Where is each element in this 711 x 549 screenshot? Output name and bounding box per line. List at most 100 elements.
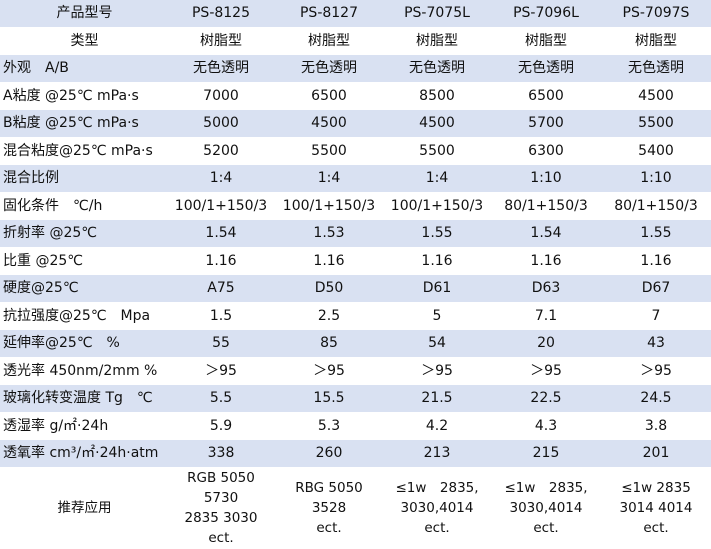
table-cell: 无色透明 — [601, 54, 711, 83]
table-cell: 4500 — [275, 109, 383, 138]
table-cell: 22.5 — [491, 384, 601, 413]
table-cell: 1:10 — [491, 164, 601, 193]
table-cell: 无色透明 — [491, 54, 601, 83]
table-cell: 8500 — [383, 82, 491, 110]
table-cell: 5.5 — [167, 384, 275, 413]
table-row: B粘度 @25℃ mPa·s 5000 4500 4500 5700 5500 — [0, 109, 711, 138]
row-label: A粘度 @25℃ mPa·s — [0, 82, 167, 110]
table-cell: PS-7096L — [491, 0, 601, 28]
table-cell: 1:4 — [383, 164, 491, 193]
table-cell: 43 — [601, 329, 711, 358]
table-cell: 213 — [383, 439, 491, 468]
table-cell: 24.5 — [601, 384, 711, 413]
table-row: 透光率 450nm/2mm % ＞95 ＞95 ＞95 ＞95 ＞95 — [0, 357, 711, 385]
table-cell: ＞95 — [275, 357, 383, 385]
application-line: 2835 3030 — [184, 509, 258, 526]
table-cell: 2.5 — [275, 302, 383, 330]
row-label: 硬度@25℃ — [0, 274, 167, 303]
row-label: 抗拉强度@25℃ Mpa — [0, 302, 167, 330]
table-cell: 5500 — [275, 137, 383, 165]
table-cell: 20 — [491, 329, 601, 358]
application-line: ect. — [424, 519, 450, 536]
table-cell: 树脂型 — [275, 27, 383, 55]
table-cell: 80/1+150/3 — [491, 192, 601, 220]
table-cell: 5700 — [491, 109, 601, 138]
row-label: 外观 A/B — [0, 54, 167, 83]
application-line: RBG 5050 — [295, 479, 363, 496]
table-cell: 100/1+150/3 — [383, 192, 491, 220]
table-cell: 338 — [167, 439, 275, 468]
table-row: 混合比例 1:4 1:4 1:4 1:10 1:10 — [0, 164, 711, 193]
table-row: 外观 A/B 无色透明 无色透明 无色透明 无色透明 无色透明 — [0, 54, 711, 83]
table-cell: 无色透明 — [383, 54, 491, 83]
row-label: 产品型号 — [0, 0, 167, 28]
table-cell: 5.9 — [167, 412, 275, 440]
table-cell: 215 — [491, 439, 601, 468]
application-cell: ≤1w 2835, 3030,4014 ect. — [383, 467, 491, 549]
row-label: B粘度 @25℃ mPa·s — [0, 109, 167, 138]
table-cell: PS-8125 — [167, 0, 275, 28]
table-cell: 树脂型 — [383, 27, 491, 55]
application-line: 3030,4014 — [400, 499, 474, 516]
table-cell: 1.55 — [383, 219, 491, 248]
application-line: ect. — [316, 519, 342, 536]
application-cell: ≤1w 2835, 3030,4014 ect. — [491, 467, 601, 549]
table-cell: 1.54 — [167, 219, 275, 248]
table-cell: 6500 — [491, 82, 601, 110]
table-row: 玻璃化转变温度 Tg ℃ 5.5 15.5 21.5 22.5 24.5 — [0, 384, 711, 413]
table-row: 折射率 @25℃ 1.54 1.53 1.55 1.54 1.55 — [0, 219, 711, 248]
application-line: ≤1w 2835, — [504, 479, 588, 496]
application-line: 5730 — [203, 489, 239, 506]
table-cell: 85 — [275, 329, 383, 358]
application-line: ≤1w 2835, — [395, 479, 479, 496]
table-cell: 201 — [601, 439, 711, 468]
table-row: 混合粘度@25℃ mPa·s 5200 5500 5500 6300 5400 — [0, 137, 711, 165]
table-cell: PS-7075L — [383, 0, 491, 28]
application-line: 3030,4014 — [509, 499, 583, 516]
table-cell: 1.16 — [383, 247, 491, 275]
table-row: 固化条件 ℃/h 100/1+150/3 100/1+150/3 100/1+150/… — [0, 192, 711, 220]
table-cell: D67 — [601, 274, 711, 303]
table-cell: 7.1 — [491, 302, 601, 330]
table-cell: 1:4 — [275, 164, 383, 193]
table-cell: 6500 — [275, 82, 383, 110]
table-cell: PS-8127 — [275, 0, 383, 28]
application-line: 3014 4014 — [619, 499, 693, 516]
table-cell: 100/1+150/3 — [275, 192, 383, 220]
table-cell: A75 — [167, 274, 275, 303]
table-row: 比重 @25℃ 1.16 1.16 1.16 1.16 1.16 — [0, 247, 711, 275]
table-cell: 1:10 — [601, 164, 711, 193]
table-row: A粘度 @25℃ mPa·s 7000 6500 8500 6500 4500 — [0, 82, 711, 110]
table-cell: 260 — [275, 439, 383, 468]
row-label: 透氧率 cm³/㎡·24h·atm — [0, 439, 167, 468]
application-cell: ≤1w 2835 3014 4014 ect. — [601, 467, 711, 549]
table-row: 抗拉强度@25℃ Mpa 1.5 2.5 5 7.1 7 — [0, 302, 711, 330]
table-cell: 1.54 — [491, 219, 601, 248]
table-cell: 5500 — [601, 109, 711, 138]
table-cell: ＞95 — [491, 357, 601, 385]
table-cell: 1.16 — [275, 247, 383, 275]
table-cell: 1.53 — [275, 219, 383, 248]
table-cell: D63 — [491, 274, 601, 303]
table-cell: 1.16 — [491, 247, 601, 275]
table-cell: 树脂型 — [167, 27, 275, 55]
table-cell: 树脂型 — [601, 27, 711, 55]
table-cell: 无色透明 — [275, 54, 383, 83]
row-label: 透光率 450nm/2mm % — [0, 357, 167, 385]
table-cell: 15.5 — [275, 384, 383, 413]
table-row: 延伸率@25℃ % 55 85 54 20 43 — [0, 329, 711, 358]
row-label: 混合比例 — [0, 164, 167, 193]
table-cell: ＞95 — [167, 357, 275, 385]
table-cell: 4.3 — [491, 412, 601, 440]
table-cell: 无色透明 — [167, 54, 275, 83]
application-line: ect. — [643, 519, 669, 536]
row-label: 推荐应用 — [0, 467, 167, 549]
table-cell: 5400 — [601, 137, 711, 165]
row-label: 混合粘度@25℃ mPa·s — [0, 137, 167, 165]
table-header-row: 产品型号 PS-8125 PS-8127 PS-7075L PS-7096L PS-709… — [0, 0, 711, 28]
table-cell: 1.16 — [601, 247, 711, 275]
table-cell: ＞95 — [383, 357, 491, 385]
table-cell: 1.16 — [167, 247, 275, 275]
